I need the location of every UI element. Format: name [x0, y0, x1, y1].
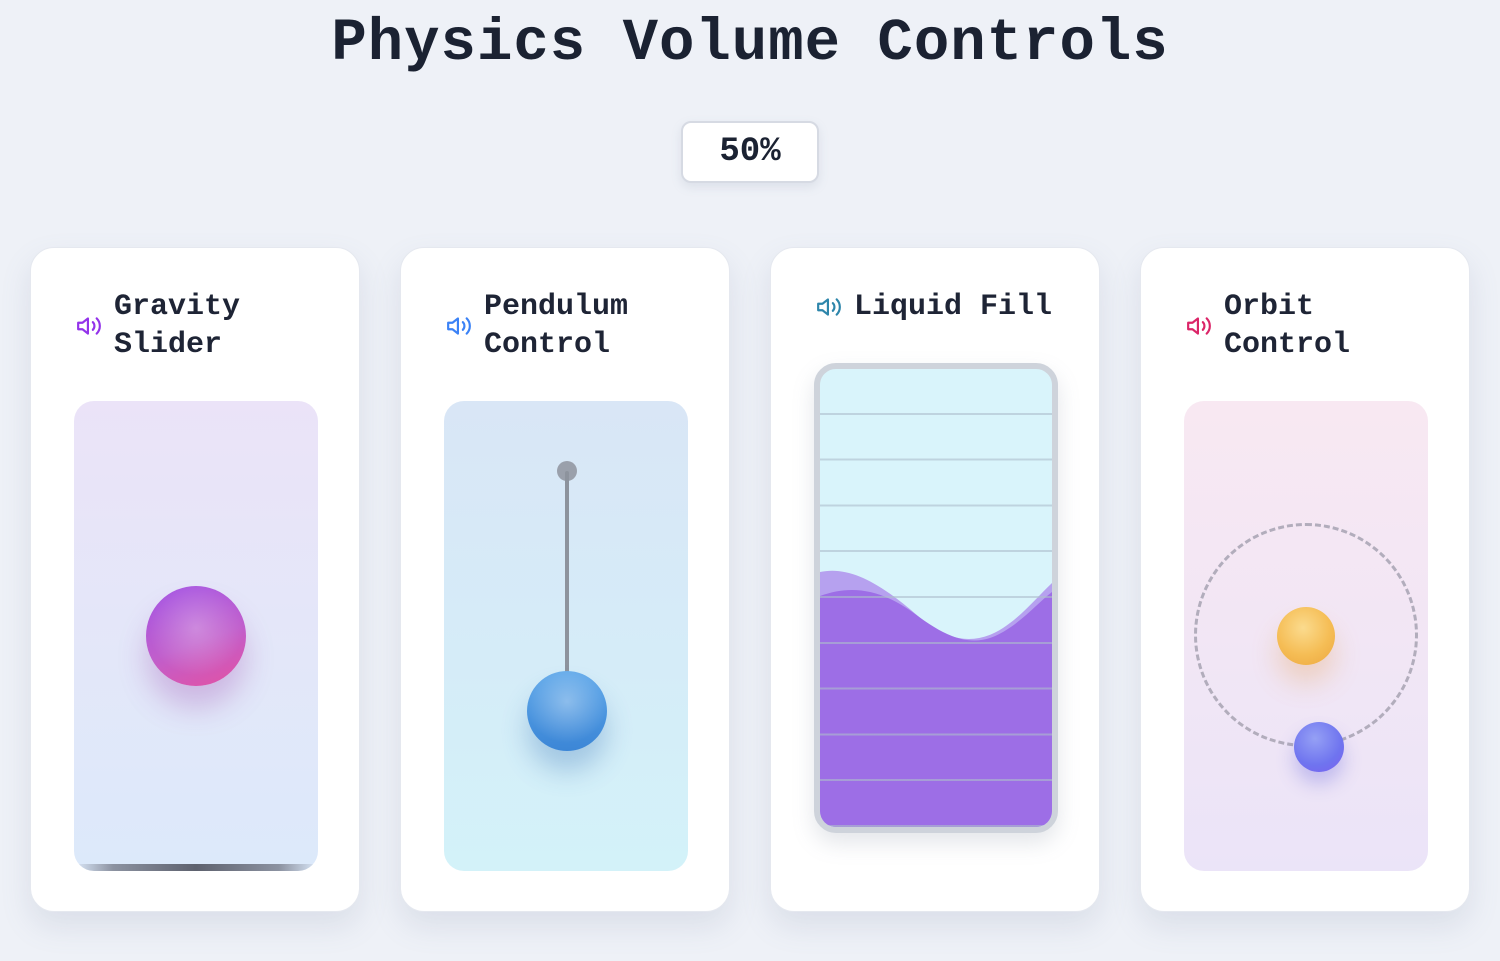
liquid-gridlines: [820, 369, 1052, 827]
pendulum-rod: [565, 471, 569, 711]
gravity-ground: [74, 864, 318, 871]
gravity-ball-handle[interactable]: [146, 586, 246, 686]
pendulum-track[interactable]: [444, 401, 688, 871]
pendulum-bob-handle[interactable]: [527, 671, 607, 751]
card-orbit-header: Orbit Control: [1184, 288, 1426, 364]
volume-icon: [1187, 317, 1211, 335]
orbit-track[interactable]: [1184, 401, 1428, 871]
orbit-planet-handle[interactable]: [1294, 722, 1344, 772]
card-orbit-title: Orbit Control: [1224, 290, 1351, 362]
card-liquid-fill: Liquid Fill: [770, 247, 1100, 912]
card-pendulum-control: Pendulum Control: [400, 247, 730, 912]
liquid-container[interactable]: [814, 363, 1058, 833]
controls-row: Gravity Slider Pendulum Control: [0, 247, 1500, 912]
card-gravity-title: Gravity Slider: [114, 290, 241, 362]
card-gravity-slider: Gravity Slider: [30, 247, 360, 912]
card-orbit-control: Orbit Control: [1140, 247, 1470, 912]
page-title: Physics Volume Controls: [331, 10, 1169, 77]
volume-icon: [447, 317, 471, 335]
card-pendulum-title: Pendulum Control: [484, 290, 629, 362]
card-gravity-header: Gravity Slider: [74, 288, 316, 364]
card-liquid-header: Liquid Fill: [814, 288, 1056, 326]
gravity-track[interactable]: [74, 401, 318, 871]
card-liquid-title: Liquid Fill: [854, 290, 1053, 324]
volume-value-wrap: 50%: [0, 121, 1500, 183]
orbit-sun: [1277, 607, 1335, 665]
volume-icon: [77, 317, 101, 335]
volume-value-display: 50%: [681, 121, 819, 183]
volume-icon: [817, 298, 841, 316]
card-pendulum-header: Pendulum Control: [444, 288, 686, 364]
